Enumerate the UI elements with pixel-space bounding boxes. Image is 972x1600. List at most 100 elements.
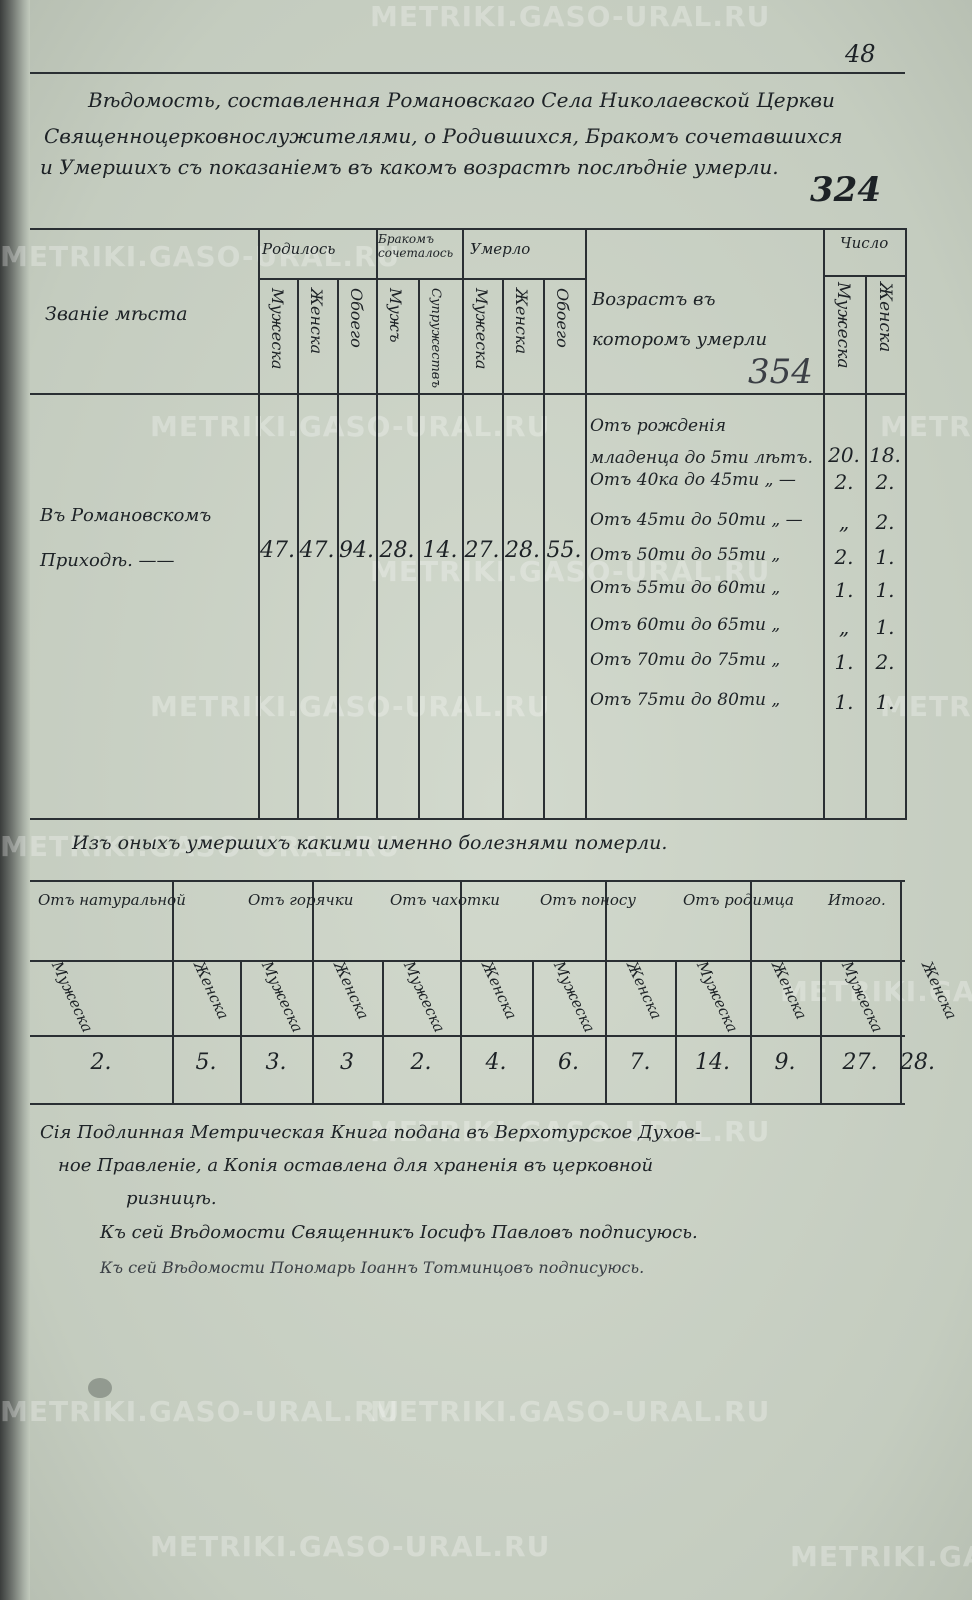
column-rule [337, 278, 339, 818]
column-rule [172, 880, 174, 1103]
watermark-text: METRIKI.GASO-URAL.RU [0, 240, 401, 273]
male-count: 1. [834, 578, 854, 602]
count-female-header: Женска [875, 282, 895, 353]
subheader-7: Обоего [553, 288, 572, 348]
footer-note-line-2: ное Правленіе, а Копія оставлена для хра… [58, 1155, 654, 1176]
column-rule [823, 228, 825, 818]
priest-signature: Къ сей Вѣдомости Священникъ Іосифъ Павло… [100, 1222, 698, 1243]
age-range: Отъ рожденія младенца до 5ти лѣтъ. [590, 416, 813, 468]
group-count: Число [840, 234, 889, 252]
table-rule [30, 1103, 905, 1105]
cause-count: 14. [695, 1050, 730, 1075]
column-rule [502, 278, 504, 818]
cause-count: 6. [558, 1050, 579, 1075]
male-count: 2. [834, 545, 854, 569]
column-rule [543, 278, 545, 818]
place-name-2: Приходѣ. —— [40, 550, 175, 571]
table-rule [30, 1035, 905, 1037]
count-male-header: Мужеска [833, 282, 853, 369]
age-range: Отъ 60ти до 65ти „ [590, 615, 781, 635]
group-died: Умерло [470, 240, 531, 258]
place-name-1: Въ Романовскомъ [40, 505, 212, 526]
cause-count: 28. [900, 1050, 935, 1075]
page-number: 48 [845, 40, 876, 68]
footer-note-line-3: ризницѣ. [126, 1188, 217, 1209]
footer-note-line-1: Сія Подлинная Метрическая Книга подана в… [40, 1122, 701, 1143]
male-count: 20. [828, 443, 860, 467]
cause-count: 2. [90, 1050, 112, 1075]
archive-annotation-middle: 354 [748, 352, 813, 392]
female-count: 2. [875, 470, 895, 494]
column-rule [297, 278, 299, 818]
table-rule [258, 278, 585, 280]
watermark-text: METRIKI.GASO-URAL.RU [370, 0, 771, 33]
cause-count: 3. [265, 1050, 287, 1075]
table1-value: 14. [422, 538, 458, 563]
male-count: 2. [834, 470, 854, 494]
table1-value: 27. [464, 538, 500, 563]
document-page [30, 0, 972, 1600]
watermark-text: METRIKI.GASO-URAL.RU [150, 1530, 551, 1563]
ink-stain [88, 1378, 112, 1398]
table-rule [30, 393, 907, 395]
column-rule [460, 880, 462, 1103]
book-spine [0, 0, 30, 1600]
female-count: 2. [875, 510, 895, 534]
cause-count: 27. [842, 1050, 878, 1075]
group-married: Бракомъ сочеталось [378, 232, 454, 260]
watermark-text: METRIKI.GASO-URAL.RU [150, 410, 551, 443]
title-line-2: Священноцерковнослужителями, о Родившихс… [44, 124, 843, 148]
subheader-2: Обоего [347, 288, 366, 348]
place-header: Званіе мѣста [45, 303, 188, 325]
table-rule [30, 818, 907, 820]
column-rule [240, 960, 242, 1103]
table1-value: 55. [546, 538, 582, 563]
male-count: 1. [834, 650, 854, 674]
title-line-1: Вѣдомость, составленная Романовскаго Сел… [88, 88, 835, 112]
column-rule [312, 880, 314, 1103]
archive-annotation: 324 [810, 170, 881, 210]
table1-value: 28. [505, 538, 540, 563]
subheader-5: Мужеска [472, 288, 491, 370]
table1-value: 94. [339, 538, 374, 563]
watermark-text: METRIKI.GASO-URAL.RU [0, 830, 401, 863]
subheader-0: Мужеска [268, 288, 287, 370]
column-rule [585, 228, 587, 818]
watermark-text: METRIKI.GASO-URAL.RU [790, 1540, 972, 1573]
watermark-text: METRIKI.GASO-URAL.RU [0, 1395, 401, 1428]
age-range: Отъ 45ти до 50ти „ — [590, 510, 803, 530]
table1-value: 28. [379, 538, 415, 563]
subheader-1: Женска [307, 288, 326, 355]
cause-count: 9. [774, 1050, 796, 1075]
age-header: Возрастъ въ которомъ умерли [592, 289, 768, 350]
watermark-text: METRIKI.GASO-URAL.RU [370, 555, 771, 588]
causes-intro: Изъ оныхъ умершихъ какими именно болезня… [72, 832, 668, 854]
subheader-4: Супружествъ [428, 288, 443, 389]
cause-header: Отъ чахотки [390, 891, 500, 909]
age-range: Отъ 70ти до 75ти „ [590, 650, 781, 670]
column-rule [905, 228, 907, 818]
table1-value: 47. [260, 538, 295, 563]
cause-header: Отъ горячки [248, 891, 354, 909]
female-count: 1. [875, 545, 895, 569]
cause-count: 7. [629, 1050, 651, 1075]
column-rule [418, 278, 420, 818]
watermark-text: METRIKI.GASO-URAL.RU [780, 975, 972, 1008]
watermark-text: METRIKI.GASO-URAL.RU [880, 690, 972, 723]
female-count: 18. [869, 443, 901, 467]
age-range: Отъ 40ка до 45ти „ — [590, 470, 796, 490]
sexton-signature: Къ сей Вѣдомости Пономарь Іоаннъ Тотминц… [100, 1258, 645, 1277]
cause-header: Отъ поносу [540, 891, 636, 909]
male-count: „ [838, 510, 850, 534]
subheader-3: Мужъ [386, 288, 405, 343]
cause-count: 5. [195, 1050, 217, 1075]
column-rule [462, 228, 464, 818]
column-rule [532, 960, 534, 1103]
table1-value: 47. [299, 538, 335, 563]
female-count: 1. [875, 615, 895, 639]
watermark-text: METRIKI.GASO-URAL.RU [370, 1115, 771, 1148]
subheader-6: Женска [512, 288, 531, 355]
age-range: Отъ 50ти до 55ти „ [590, 545, 781, 565]
cause-count: 2. [410, 1050, 432, 1075]
column-rule [605, 880, 607, 1103]
